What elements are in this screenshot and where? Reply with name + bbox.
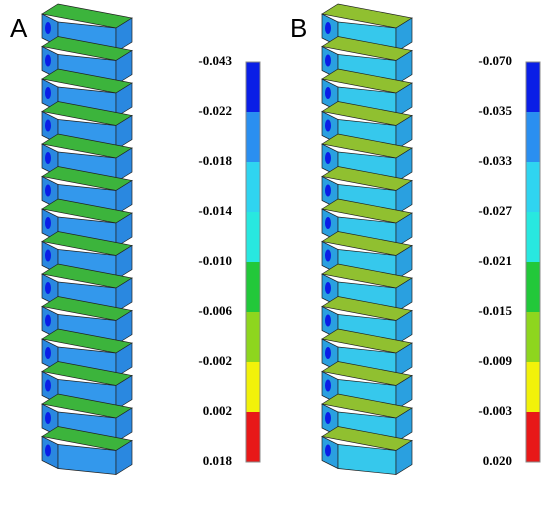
- stress-spot: [45, 250, 51, 262]
- colorbar-label: -0.009: [478, 353, 512, 368]
- stress-spot: [325, 22, 331, 34]
- stress-spot: [325, 120, 331, 132]
- colorbar-label: -0.033: [478, 153, 512, 168]
- colorbar-label: 0.020: [483, 453, 512, 468]
- stress-spot: [45, 87, 51, 99]
- colorbar-segment: [246, 262, 260, 312]
- colorbar-label: -0.006: [198, 303, 232, 318]
- colorbar-label: -0.018: [198, 153, 232, 168]
- colorbar-segment: [526, 262, 540, 312]
- colorbar-label: 0.018: [203, 453, 233, 468]
- stress-spot: [325, 55, 331, 67]
- stress-spot: [45, 55, 51, 67]
- stress-spot: [325, 250, 331, 262]
- colorbar-segment: [246, 212, 260, 262]
- stress-spot: [45, 152, 51, 164]
- stress-spot: [325, 217, 331, 229]
- colorbar-label: -0.003: [478, 403, 512, 418]
- stress-spot: [325, 412, 331, 424]
- colorbar-segment: [526, 112, 540, 162]
- colorbar-label: -0.002: [198, 353, 232, 368]
- stress-spot: [45, 380, 51, 392]
- colorbar-segment: [246, 362, 260, 412]
- colorbar-label: -0.035: [478, 103, 512, 118]
- figure: A -0.043 -0.022 -0.018 -0.014 -0.010 -0.006 -0.…: [0, 0, 544, 515]
- colorbar-label: 0.002: [203, 403, 232, 418]
- stress-spot: [325, 185, 331, 197]
- colorbar-segment: [246, 312, 260, 362]
- stress-spot: [45, 22, 51, 34]
- colorbar-segment: [526, 162, 540, 212]
- colorbar-segment: [246, 62, 260, 112]
- colorbar-segment: [526, 312, 540, 362]
- stress-spot: [45, 120, 51, 132]
- stress-spot: [325, 315, 331, 327]
- stress-spot: [45, 445, 51, 457]
- stress-spot: [325, 445, 331, 457]
- stress-spot: [45, 412, 51, 424]
- colorbar-label: -0.015: [478, 303, 512, 318]
- colorbar-segment: [246, 112, 260, 162]
- stress-spot: [45, 185, 51, 197]
- colorbar-label: -0.022: [198, 103, 232, 118]
- colorbar-segment: [246, 412, 260, 462]
- colorbar-label: -0.010: [198, 253, 232, 268]
- colorbar-label: -0.021: [478, 253, 512, 268]
- stress-spot: [325, 380, 331, 392]
- stress-spot: [325, 347, 331, 359]
- colorbar-segment: [526, 212, 540, 262]
- colorbar-label: -0.027: [478, 203, 512, 218]
- stress-spot: [325, 282, 331, 294]
- stress-spot: [325, 87, 331, 99]
- stress-spot: [325, 152, 331, 164]
- colorbar-segment: [526, 362, 540, 412]
- stress-spot: [45, 282, 51, 294]
- stress-spot: [45, 347, 51, 359]
- colorbar-label: -0.014: [198, 203, 232, 218]
- colorbar-segment: [246, 162, 260, 212]
- colorbar-segment: [526, 412, 540, 462]
- colorbar-segment: [526, 62, 540, 112]
- colorbar-label: -0.043: [198, 53, 232, 68]
- panel-label: B: [290, 13, 307, 43]
- stress-spot: [45, 217, 51, 229]
- panel-label: A: [10, 13, 28, 43]
- colorbar-label: -0.070: [478, 53, 512, 68]
- stress-spot: [45, 315, 51, 327]
